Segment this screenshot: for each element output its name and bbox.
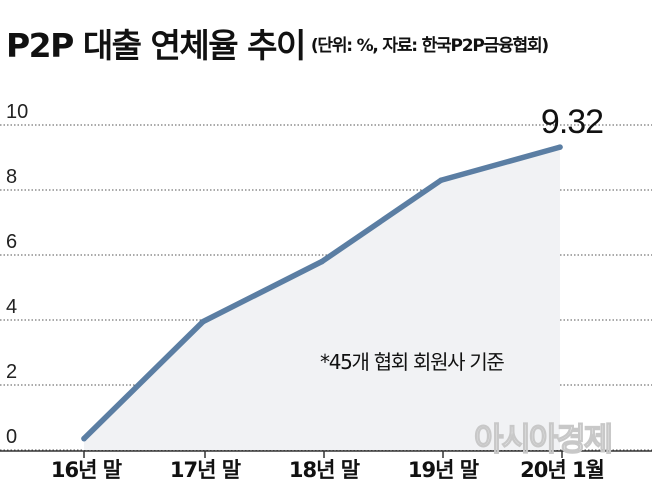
- chart-title: P2P 대출 연체율 추이: [6, 26, 306, 65]
- data-point: [557, 144, 563, 150]
- x-tick-label: 18년 말: [289, 458, 360, 482]
- y-tick-label: 4: [6, 296, 17, 318]
- area-fill: [84, 147, 560, 450]
- data-label: 9.32: [541, 103, 603, 141]
- y-tick-label: 0: [6, 426, 17, 448]
- chart-subtitle: (단위: %, 자료: 한국P2P금융협회): [310, 35, 549, 56]
- y-tick-label: 10: [6, 101, 28, 123]
- chart-header: P2P 대출 연체율 추이 (단위: %, 자료: 한국P2P금융협회): [6, 18, 549, 68]
- watermark-logo: 아시아경제: [474, 420, 611, 458]
- data-point: [200, 318, 206, 325]
- footnote: *45개 협회 회원사 기준: [320, 350, 504, 374]
- x-tick-label: 17년 말: [170, 458, 241, 482]
- x-tick-label: 20년 1월: [520, 458, 604, 482]
- x-tick-label: 16년 말: [51, 458, 122, 482]
- data-point: [81, 435, 87, 442]
- y-tick-label: 6: [6, 231, 17, 253]
- data-point: [319, 258, 325, 265]
- y-tick-label: 2: [6, 361, 17, 383]
- x-tick-label: 19년 말: [408, 458, 479, 482]
- data-point: [438, 177, 444, 183]
- y-tick-label: 8: [6, 166, 17, 188]
